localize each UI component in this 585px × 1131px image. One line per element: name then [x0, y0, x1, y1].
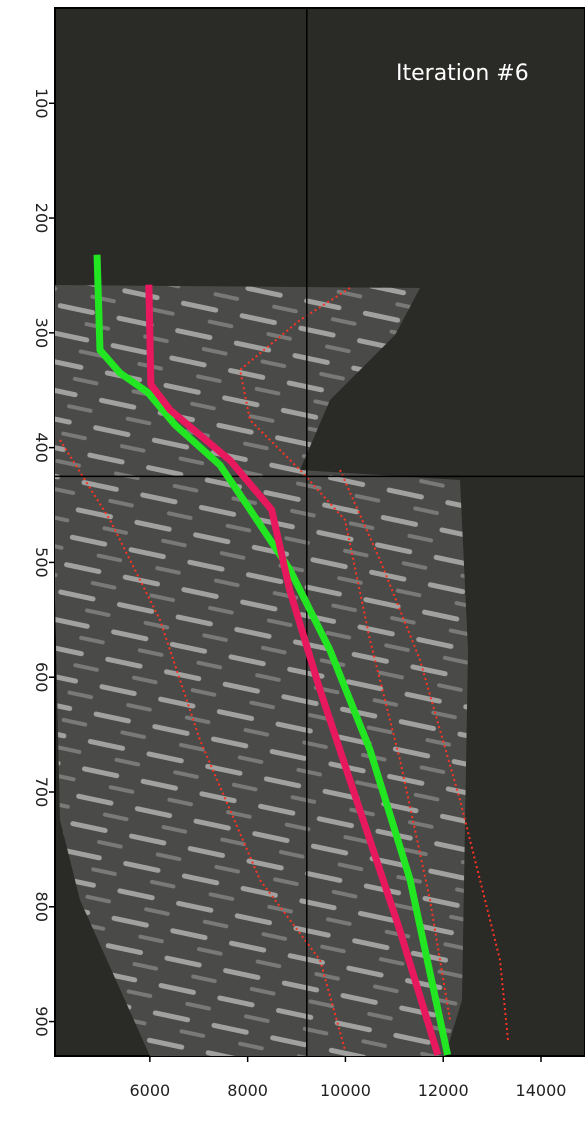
x-tick-label: 8000	[227, 1081, 268, 1100]
y-tick-label: 800	[32, 892, 51, 923]
y-tick-label: 600	[32, 662, 51, 693]
y-tick-label: 300	[32, 318, 51, 349]
x-tick-label: 6000	[129, 1081, 170, 1100]
y-tick-label: 400	[32, 432, 51, 463]
x-tick-label: 14000	[516, 1081, 567, 1100]
annotation: Iteration #6	[396, 61, 529, 86]
y-tick-label: 500	[32, 547, 51, 578]
y-tick-label: 700	[32, 777, 51, 808]
x-tick-label: 10000	[320, 1081, 371, 1100]
y-tick-label: 100	[32, 88, 51, 119]
y-tick-label: 900	[32, 1006, 51, 1037]
y-tick-label: 200	[32, 203, 51, 234]
chart: Iteration #6 6000 8000 10000 12000 14000 100 2…	[0, 0, 585, 1131]
x-tick-label: 12000	[418, 1081, 469, 1100]
